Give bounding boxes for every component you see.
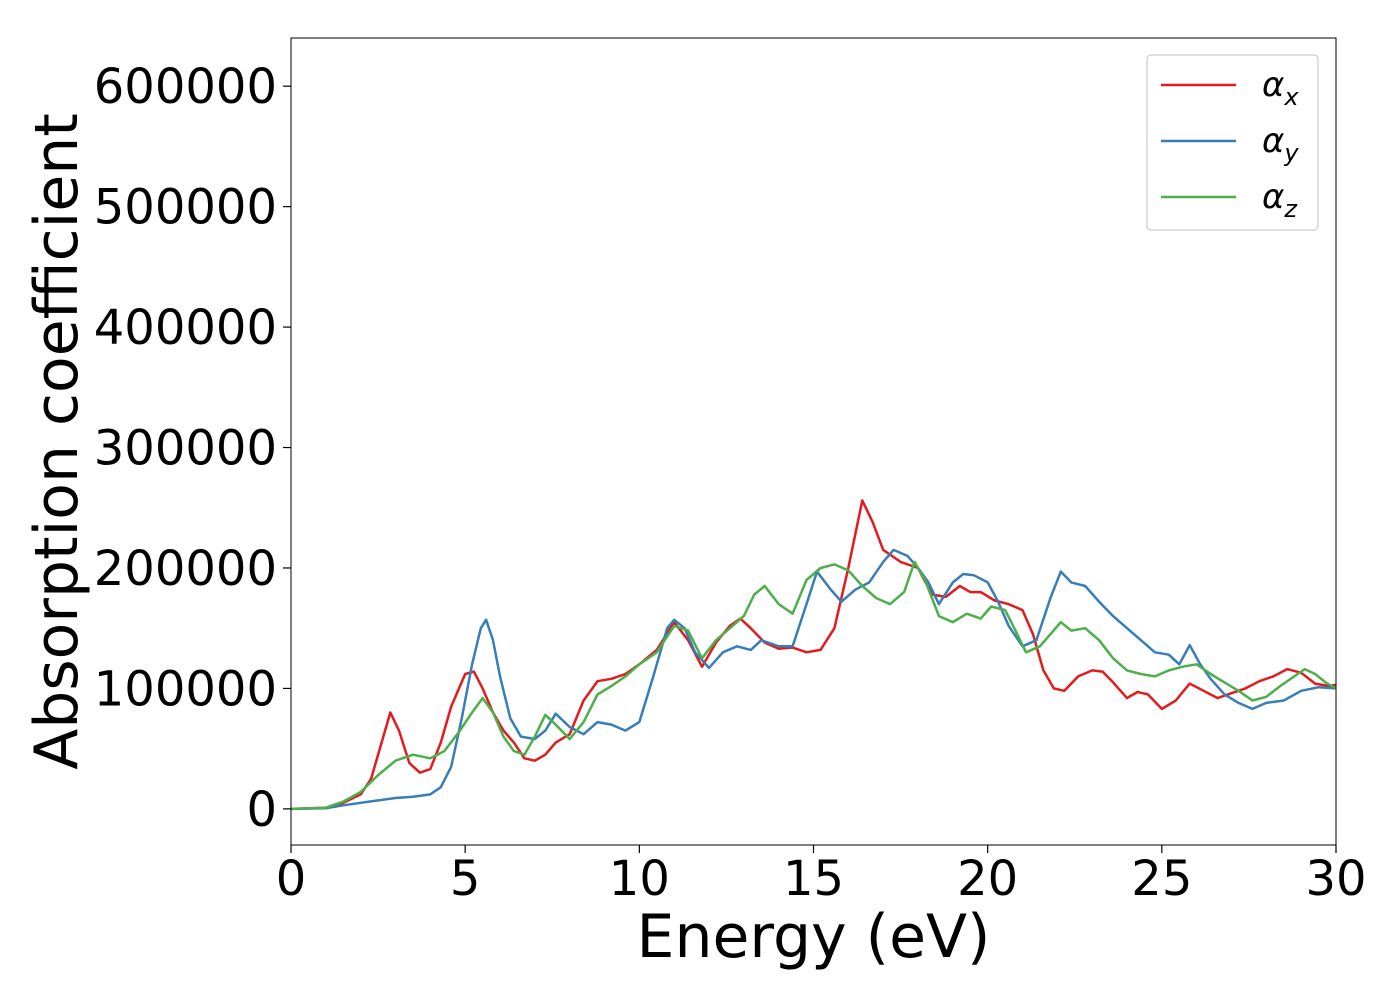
series-line-z bbox=[291, 560, 1336, 811]
y-axis-title: Absorption coefficient bbox=[22, 113, 92, 770]
y-tick-label: 0 bbox=[246, 782, 277, 838]
x-tick-label: 30 bbox=[1305, 851, 1366, 907]
x-axis-ticks: 0 5 10 15 20 25 30 bbox=[276, 845, 1367, 907]
legend-label-z: αz bbox=[1262, 177, 1298, 223]
x-tick-label: 5 bbox=[450, 851, 481, 907]
y-tick-label: 100000 bbox=[94, 661, 277, 717]
y-tick-label: 200000 bbox=[94, 541, 277, 597]
x-tick-label: 25 bbox=[1131, 851, 1192, 907]
y-tick-label: 600000 bbox=[94, 59, 277, 115]
x-tick-label: 0 bbox=[276, 851, 307, 907]
x-tick-label: 20 bbox=[957, 851, 1018, 907]
x-tick-label: 15 bbox=[783, 851, 844, 907]
legend-label-y: αy bbox=[1262, 121, 1299, 167]
legend: αx αy αz bbox=[1146, 54, 1319, 231]
y-tick-label: 500000 bbox=[94, 180, 277, 236]
legend-label-x: αx bbox=[1262, 65, 1299, 111]
x-tick-label: 10 bbox=[609, 851, 670, 907]
y-tick-label: 300000 bbox=[94, 421, 277, 477]
y-tick-label: 400000 bbox=[94, 300, 277, 356]
series-lines bbox=[291, 499, 1336, 811]
x-axis-title: Energy (eV) bbox=[637, 902, 991, 972]
legend-box bbox=[1146, 54, 1319, 231]
y-axis-ticks: 0 100000 200000 300000 400000 500000 600000 bbox=[94, 59, 291, 838]
